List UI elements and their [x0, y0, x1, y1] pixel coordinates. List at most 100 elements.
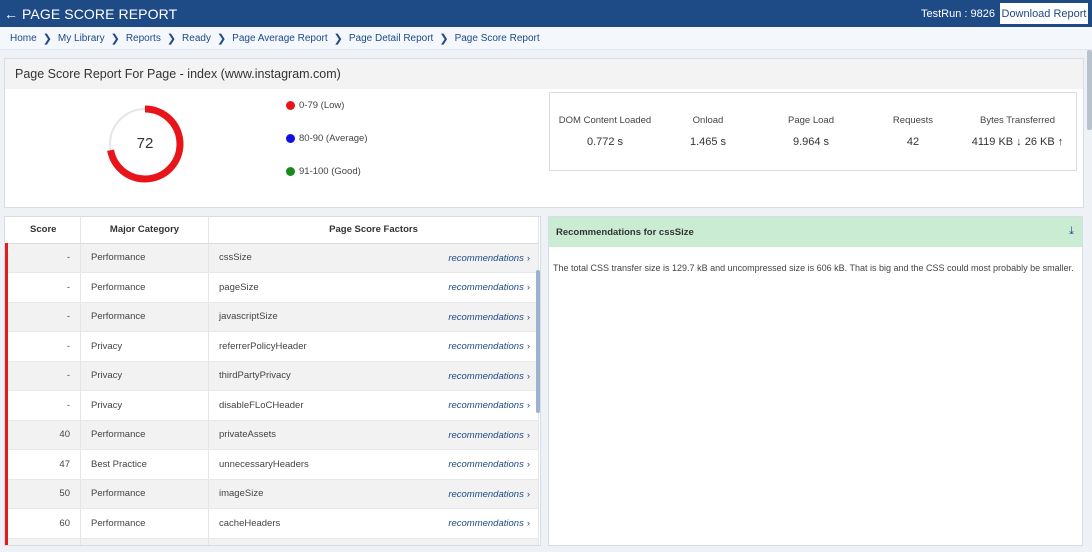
cell-major-category: Performance: [80, 243, 209, 273]
table-row[interactable]: - Performance javascriptSize recommendation…: [5, 302, 539, 332]
metric-value: 42: [906, 136, 920, 148]
cell-score: -: [5, 390, 81, 421]
cell-page-score-factor: referrerPolicyHeader recommendations ›: [208, 331, 539, 362]
download-icon[interactable]: ⤓: [1069, 225, 1074, 237]
recommendations-link[interactable]: recommendations ›: [448, 430, 530, 441]
cell-major-category: Performance: [80, 302, 209, 332]
chevron-right-icon: ❯: [166, 32, 177, 45]
cell-score: 50: [5, 479, 81, 509]
table-row[interactable]: - Privacy disableFLoCHeader recommendations…: [5, 390, 539, 421]
metric-value: 4119 KB ↓ 26 KB ↑: [971, 136, 1064, 148]
chevron-right-icon: ›: [526, 400, 530, 411]
factor-name: privateAssets: [219, 429, 277, 441]
cell-major-category: Performance: [80, 479, 209, 509]
recommendations-link-label: recommendations: [448, 518, 524, 529]
breadcrumb-page-detail-report[interactable]: Page Detail Report: [348, 32, 434, 44]
recommendations-text: The total CSS transfer size is 129.7 kB …: [553, 263, 1074, 273]
recommendations-link[interactable]: recommendations ›: [448, 371, 530, 382]
cell-major-category: [80, 538, 209, 545]
table-row[interactable]: - Performance cssSize recommendations ›: [5, 243, 539, 273]
factor-name: javascriptSize: [219, 311, 278, 323]
breadcrumb-page-average-report[interactable]: Page Average Report: [232, 32, 328, 44]
legend-dot-good: [286, 166, 295, 176]
chevron-right-icon: ❯: [110, 32, 120, 45]
table-row[interactable]: 40 Performance privateAssets recommendation…: [5, 420, 539, 450]
cell-page-score-factor: cssSize recommendations ›: [208, 243, 539, 273]
breadcrumb-ready[interactable]: Ready: [182, 32, 211, 44]
download-report-button[interactable]: Download Report: [1000, 3, 1088, 24]
cell-page-score-factor: javascriptSize recommendations ›: [208, 302, 539, 332]
chevron-right-icon: ›: [526, 518, 530, 529]
cell-major-category: Performance: [80, 272, 209, 303]
recommendations-link-label: recommendations: [448, 400, 524, 411]
factor-name: pageSize: [219, 281, 259, 293]
column-header-score[interactable]: Score: [6, 217, 81, 244]
summary-title: Page Score Report For Page - index (www.…: [5, 59, 1083, 89]
cell-page-score-factor: [208, 538, 539, 545]
breadcrumb-my-library[interactable]: My Library: [57, 32, 105, 44]
table-row[interactable]: 60 Performance cacheHeaders recommendations…: [5, 508, 539, 539]
recommendations-link[interactable]: recommendations ›: [448, 282, 530, 293]
recommendations-link[interactable]: recommendations ›: [448, 253, 530, 264]
chevron-right-icon: ›: [526, 459, 530, 470]
page-title: PAGE SCORE REPORT: [22, 5, 178, 22]
cell-page-score-factor: unnecessaryHeaders recommendations ›: [208, 449, 539, 480]
cell-score: 47: [5, 449, 81, 480]
breadcrumb-home[interactable]: Home: [10, 32, 37, 44]
factor-name: referrerPolicyHeader: [219, 340, 307, 352]
arrow-left-icon[interactable]: ←: [4, 5, 18, 22]
column-header-page-score-factors[interactable]: Page Score Factors: [208, 217, 539, 244]
table-row[interactable]: 47 Best Practice unnecessaryHeaders recomme…: [5, 449, 539, 480]
cell-score: -: [5, 331, 81, 362]
metric-value: 0.772 s: [586, 136, 624, 148]
metric-label: Page Load: [788, 115, 834, 126]
cell-score: 60: [5, 508, 81, 539]
cell-major-category: Privacy: [80, 361, 209, 391]
recommendations-link-label: recommendations: [448, 459, 524, 470]
chevron-right-icon: ❯: [42, 32, 52, 45]
table-row[interactable]: - Privacy thirdPartyPrivacy recommendations…: [5, 361, 539, 391]
chevron-right-icon: ›: [526, 252, 530, 264]
score-legend: 0-79 (Low) 80-90 (Average) 91-100 (Good): [286, 99, 367, 198]
table-row[interactable]: 50 Performance imageSize recommendations ›: [5, 479, 539, 509]
cell-score: -: [5, 243, 81, 273]
cell-score: -: [5, 361, 81, 391]
score-gauge-arc: [106, 105, 184, 183]
score-value: 72: [136, 135, 154, 152]
cell-page-score-factor: disableFLoCHeader recommendations ›: [208, 390, 539, 421]
recommendations-link[interactable]: recommendations ›: [448, 518, 530, 529]
table-row[interactable]: [5, 538, 539, 545]
recommendations-link[interactable]: recommendations ›: [448, 312, 530, 323]
metric-value: 9.964 s: [792, 136, 830, 148]
metric-value: 1.465 s: [689, 136, 727, 148]
table-row[interactable]: - Privacy referrerPolicyHeader recommendati…: [5, 331, 539, 362]
page-scrollbar[interactable]: [1087, 50, 1092, 130]
recommendations-link[interactable]: recommendations ›: [448, 489, 530, 500]
legend-label-good: 91-100 (Good): [299, 165, 361, 177]
testrun-label: TestRun : 9826: [921, 7, 995, 20]
legend-item-average: 80-90 (Average): [286, 132, 367, 144]
table-scrollbar[interactable]: [536, 270, 540, 413]
recommendations-link-label: recommendations: [448, 341, 524, 352]
cell-major-category: Performance: [80, 420, 209, 450]
column-header-major-category[interactable]: Major Category: [80, 217, 209, 244]
breadcrumb-reports[interactable]: Reports: [125, 32, 161, 44]
recommendations-link[interactable]: recommendations ›: [448, 459, 530, 470]
metrics-box: DOM Content Loaded 0.772 s Onload 1.465 …: [549, 92, 1077, 171]
recommendations-link[interactable]: recommendations ›: [448, 341, 530, 352]
breadcrumb-page-score-report[interactable]: Page Score Report: [454, 32, 540, 44]
metric-label: Requests: [892, 115, 934, 126]
recommendations-link-label: recommendations: [448, 252, 524, 264]
recommendations-link[interactable]: recommendations ›: [448, 400, 530, 411]
breadcrumb: Home ❯ My Library ❯ Reports ❯ Ready ❯ Pa…: [0, 27, 1092, 50]
cell-page-score-factor: cacheHeaders recommendations ›: [208, 508, 539, 539]
recommendations-link-label: recommendations: [448, 370, 524, 382]
chevron-right-icon: ›: [526, 282, 530, 293]
cell-page-score-factor: thirdPartyPrivacy recommendations ›: [208, 361, 539, 391]
table-row[interactable]: - Performance pageSize recommendations ›: [5, 272, 539, 303]
chevron-right-icon: ›: [526, 341, 530, 352]
cell-score: 40: [5, 420, 81, 450]
recommendations-panel: Recommendations for cssSize ⤓ The total …: [548, 216, 1083, 546]
legend-label-low: 0-79 (Low): [299, 99, 345, 111]
recommendations-title: Recommendations for cssSize: [549, 217, 1082, 247]
